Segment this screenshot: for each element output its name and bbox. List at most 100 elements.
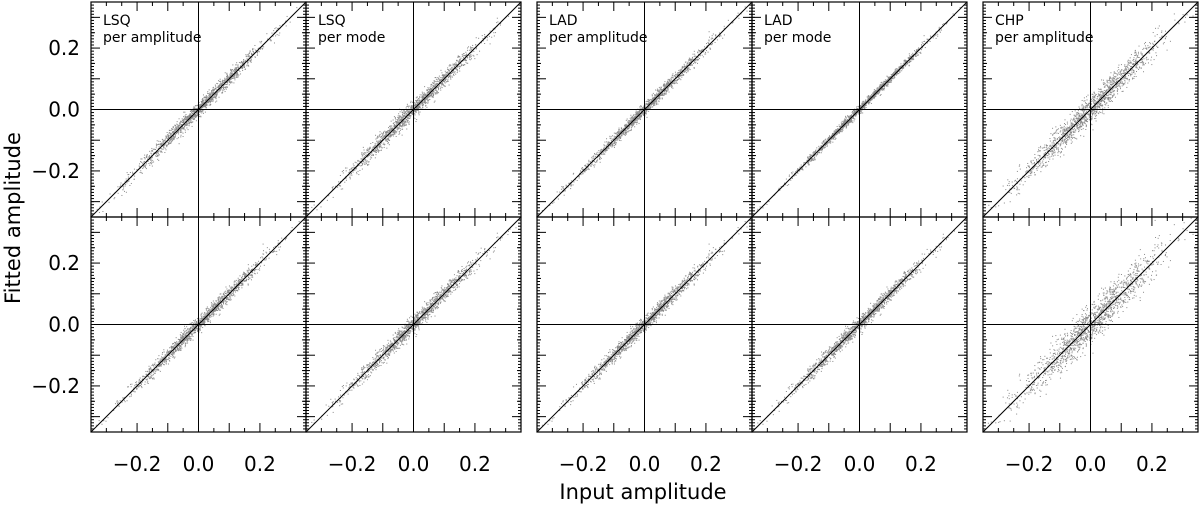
scatter-point [357,165,359,167]
scatter-point [229,75,231,77]
scatter-point [413,105,415,107]
scatter-point [164,147,166,149]
scatter-point [635,112,637,114]
scatter-point [396,123,398,125]
scatter-point [156,155,158,157]
scatter-point [230,74,232,76]
scatter-point [681,67,683,69]
scatter-point [414,118,416,120]
scatter-point [226,77,228,79]
scatter-point [446,71,448,73]
scatter-point [638,111,640,113]
scatter-point [682,71,684,73]
scatter-point [638,111,640,113]
scatter-point [417,101,419,103]
scatter-point [453,64,455,66]
scatter-point [177,137,179,139]
scatter-point [228,76,230,78]
scatter-point [607,141,609,143]
scatter-point [243,64,245,66]
scatter-point [251,56,253,58]
scatter-point [633,121,635,123]
scatter-point [680,79,682,81]
scatter-point [425,101,427,103]
scatter-point [672,77,674,79]
scatter-point [689,58,691,60]
scatter-point [237,67,239,69]
scatter-point [189,115,191,117]
scatter-point [660,95,662,97]
scatter-point [641,110,643,112]
scatter-point [644,112,646,114]
scatter-point [147,160,149,162]
scatter-point [423,97,425,99]
scatter-point [448,75,450,77]
scatter-point [241,66,243,68]
scatter-point [442,75,444,77]
scatter-point [431,96,433,98]
scatter-point [711,37,713,39]
scatter-point [417,106,419,108]
scatter-point [720,35,722,37]
scatter-point [406,119,408,121]
scatter-point [172,138,174,140]
scatter-point [206,95,208,97]
scatter-point [185,118,187,120]
scatter-point [663,83,665,85]
scatter-point [556,191,558,193]
scatter-point [244,61,246,63]
scatter-point [151,165,153,167]
scatter-point [218,90,220,92]
scatter-point [672,73,674,75]
scatter-point [214,84,216,86]
scatter-point [225,87,227,89]
scatter-point [200,108,202,110]
scatter-point [405,114,407,116]
scatter-point [447,71,449,73]
scatter-point [628,130,630,132]
scatter-point [182,136,184,138]
scatter-point [190,121,192,123]
scatter-point [171,138,173,140]
scatter-point [186,122,188,124]
scatter-point [672,75,674,77]
scatter-point [191,116,193,118]
scatter-point [354,169,356,171]
scatter-point [648,102,650,104]
scatter-point [664,85,666,87]
scatter-point [193,110,195,112]
scatter-point [628,122,630,124]
scatter-point [421,105,423,107]
scatter-point [715,35,717,37]
scatter-point [383,142,385,144]
scatter-point [660,86,662,88]
scatter-point [233,76,235,78]
scatter-point [407,117,409,119]
scatter-point [127,180,129,182]
scatter-point [266,33,268,35]
scatter-point [235,74,237,76]
scatter-point [667,81,669,83]
scatter-point [606,148,608,150]
scatter-point [184,124,186,126]
scatter-point [702,56,704,58]
scatter-point [647,103,649,105]
scatter-point [401,128,403,130]
scatter-point [657,91,659,93]
scatter-point [150,162,152,164]
scatter-point [362,157,364,159]
scatter-point [587,166,589,168]
scatter-point [171,140,173,142]
scatter-point [216,94,218,96]
scatter-point [173,136,175,138]
scatter-point [164,143,166,145]
scatter-point [201,99,203,101]
scatter-point [565,184,567,186]
scatter-point [695,56,697,58]
scatter-point [583,170,585,172]
scatter-point [227,75,229,77]
scatter-point [378,145,380,147]
scatter-point [605,150,607,152]
scatter-point [241,62,243,64]
scatter-point [407,112,409,114]
